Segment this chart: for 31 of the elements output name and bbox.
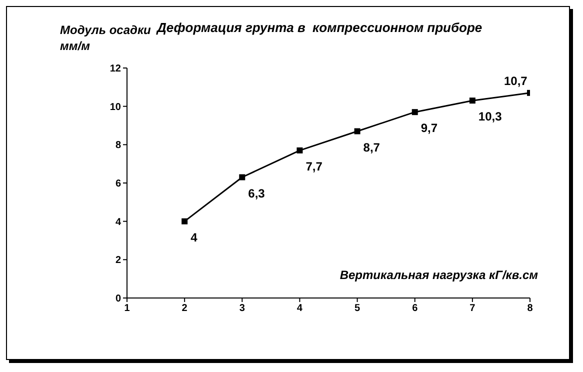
x-tick-label: 7 bbox=[470, 303, 476, 314]
y-tick-label: 6 bbox=[115, 178, 122, 190]
data-label: 6,3 bbox=[248, 186, 266, 200]
data-label: 4 bbox=[190, 230, 198, 244]
x-tick-label: 3 bbox=[239, 303, 246, 314]
chart-title: Деформация грунта в компрессионном приборе bbox=[157, 20, 482, 35]
x-tick-label: 6 bbox=[412, 303, 418, 314]
point bbox=[469, 98, 476, 104]
data-label: 8,7 bbox=[363, 140, 380, 154]
y-axis-title: Модуль осадки мм/м bbox=[60, 22, 151, 54]
x-tick-label: 5 bbox=[354, 303, 361, 314]
data-label: 9,7 bbox=[420, 121, 438, 136]
x-tick-label: 8 bbox=[527, 303, 534, 314]
data-label: 10,7 bbox=[504, 74, 528, 88]
y-tick-label: 12 bbox=[110, 64, 122, 75]
x-tick-label: 1 bbox=[124, 303, 130, 314]
point bbox=[354, 128, 360, 134]
point bbox=[239, 174, 246, 180]
y-tick-label: 0 bbox=[115, 294, 122, 305]
x-axis-title: Вертикальная нагрузка кГ/кв.см bbox=[340, 268, 538, 282]
y-tick-label: 4 bbox=[115, 216, 122, 228]
y-tick-label: 8 bbox=[115, 140, 122, 152]
point bbox=[296, 147, 303, 154]
x-tick-label: 4 bbox=[296, 303, 303, 314]
point bbox=[182, 218, 188, 224]
y-tick-label: 2 bbox=[115, 255, 122, 266]
y-tick-label: 10 bbox=[110, 102, 122, 113]
point bbox=[412, 109, 418, 116]
data-label: 7,7 bbox=[306, 159, 323, 174]
data-label: 10,3 bbox=[478, 110, 502, 124]
x-tick-label: 2 bbox=[182, 303, 188, 314]
